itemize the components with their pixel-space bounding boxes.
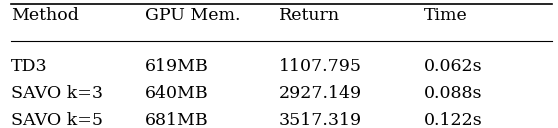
Text: GPU Mem.: GPU Mem. <box>145 7 240 24</box>
Text: Method: Method <box>11 7 79 24</box>
Text: 2927.149: 2927.149 <box>279 85 362 102</box>
Text: 619MB: 619MB <box>145 58 209 75</box>
Text: 0.122s: 0.122s <box>424 112 483 128</box>
Text: TD3: TD3 <box>11 58 48 75</box>
Text: 0.062s: 0.062s <box>424 58 483 75</box>
Text: Time: Time <box>424 7 468 24</box>
Text: 1107.795: 1107.795 <box>279 58 362 75</box>
Text: 3517.319: 3517.319 <box>279 112 362 128</box>
Text: 640MB: 640MB <box>145 85 209 102</box>
Text: Return: Return <box>279 7 340 24</box>
Text: 0.088s: 0.088s <box>424 85 483 102</box>
Text: SAVO k=3: SAVO k=3 <box>11 85 103 102</box>
Text: SAVO k=5: SAVO k=5 <box>11 112 103 128</box>
Text: 681MB: 681MB <box>145 112 209 128</box>
